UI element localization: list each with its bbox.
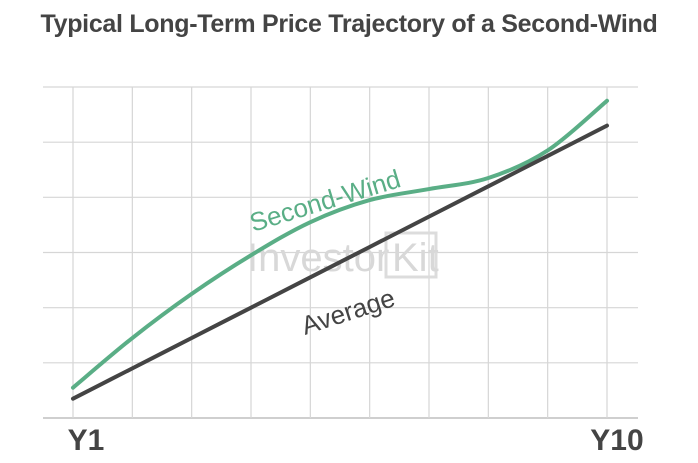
series-lines (71, 98, 609, 401)
chart-title: Typical Long-Term Price Trajectory of a … (40, 10, 658, 38)
series-label-second-wind: Second-Wind (246, 163, 404, 237)
x-tick-labels: Y1 Y10 (68, 424, 644, 457)
series-label-average: Average (298, 282, 399, 340)
series-line-second-wind (71, 98, 609, 390)
x-tick-label: Y10 (590, 424, 643, 457)
watermark-kit-box (384, 231, 438, 279)
grid (43, 86, 638, 419)
series-line-average (71, 123, 609, 401)
x-tick-label: Y1 (68, 424, 105, 457)
watermark-kit: Kit (392, 236, 439, 280)
